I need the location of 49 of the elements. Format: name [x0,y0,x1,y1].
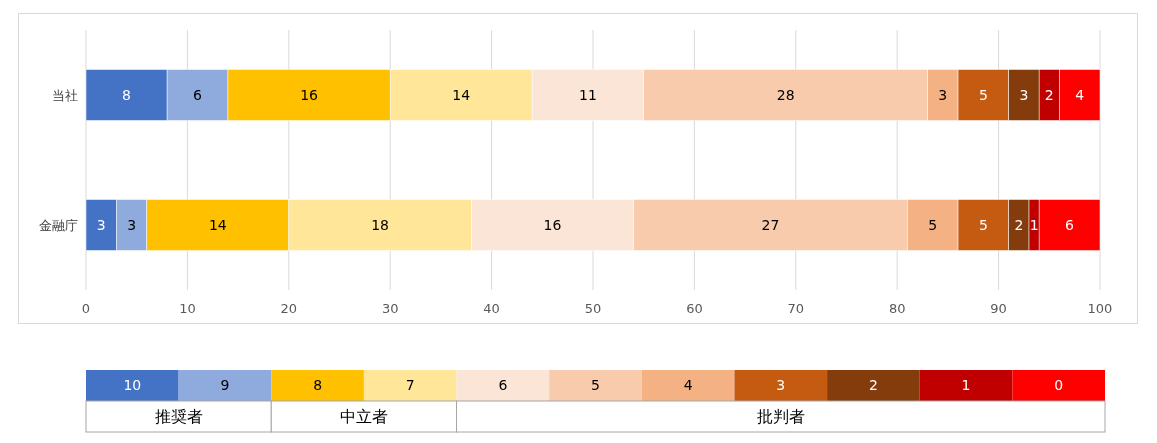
data-label: 8 [122,86,132,103]
data-label: 1 [1029,216,1039,233]
text: 中立者 [339,407,388,427]
x-tick-label: 70 [787,300,805,316]
x-tick-label: 20 [280,300,298,316]
x-tick-label: 40 [483,300,500,316]
data-label: 28 [776,86,795,103]
data-label: 6 [1065,216,1075,233]
text: 4 [683,377,693,394]
x-tick-label: 100 [1087,300,1113,316]
data-label: 11 [579,86,597,103]
data-label: 14 [208,216,227,233]
data-label: 3 [96,216,106,233]
text: 1 [961,377,971,394]
text: 10 [123,377,142,394]
text: 批判者 [756,407,805,427]
data-label: 5 [978,86,988,103]
y-tick-label: 金融庁 [39,217,78,233]
text: 2 [868,377,878,394]
y-tick-label: 当社 [52,87,78,103]
text: 5 [591,377,600,394]
text: 推奨者 [154,407,203,427]
data-label: 2 [1014,216,1024,233]
data-label: 4 [1075,86,1085,103]
data-label: 14 [452,86,471,103]
data-label: 3 [127,216,137,233]
x-tick-label: 90 [990,300,1007,316]
data-label: 5 [928,216,938,233]
text: 3 [776,377,786,394]
data-label: 18 [371,216,389,233]
text: 7 [405,377,415,394]
text: 0 [1054,377,1064,394]
data-label: 3 [938,86,948,103]
data-label: 16 [543,216,562,233]
text: 6 [498,377,508,394]
x-tick-label: 10 [179,300,196,316]
data-label: 5 [978,216,988,233]
x-tick-label: 80 [888,300,906,316]
data-label: 16 [300,86,319,103]
data-label: 2 [1044,86,1054,103]
data-label: 27 [761,216,780,233]
x-tick-label: 0 [81,300,91,316]
data-label: 3 [1019,86,1029,103]
x-tick-label: 30 [381,300,399,316]
text: 9 [220,377,230,394]
data-label: 6 [193,86,203,103]
text: 8 [313,377,323,394]
x-tick-label: 60 [686,300,703,316]
x-tick-label: 50 [584,300,602,316]
